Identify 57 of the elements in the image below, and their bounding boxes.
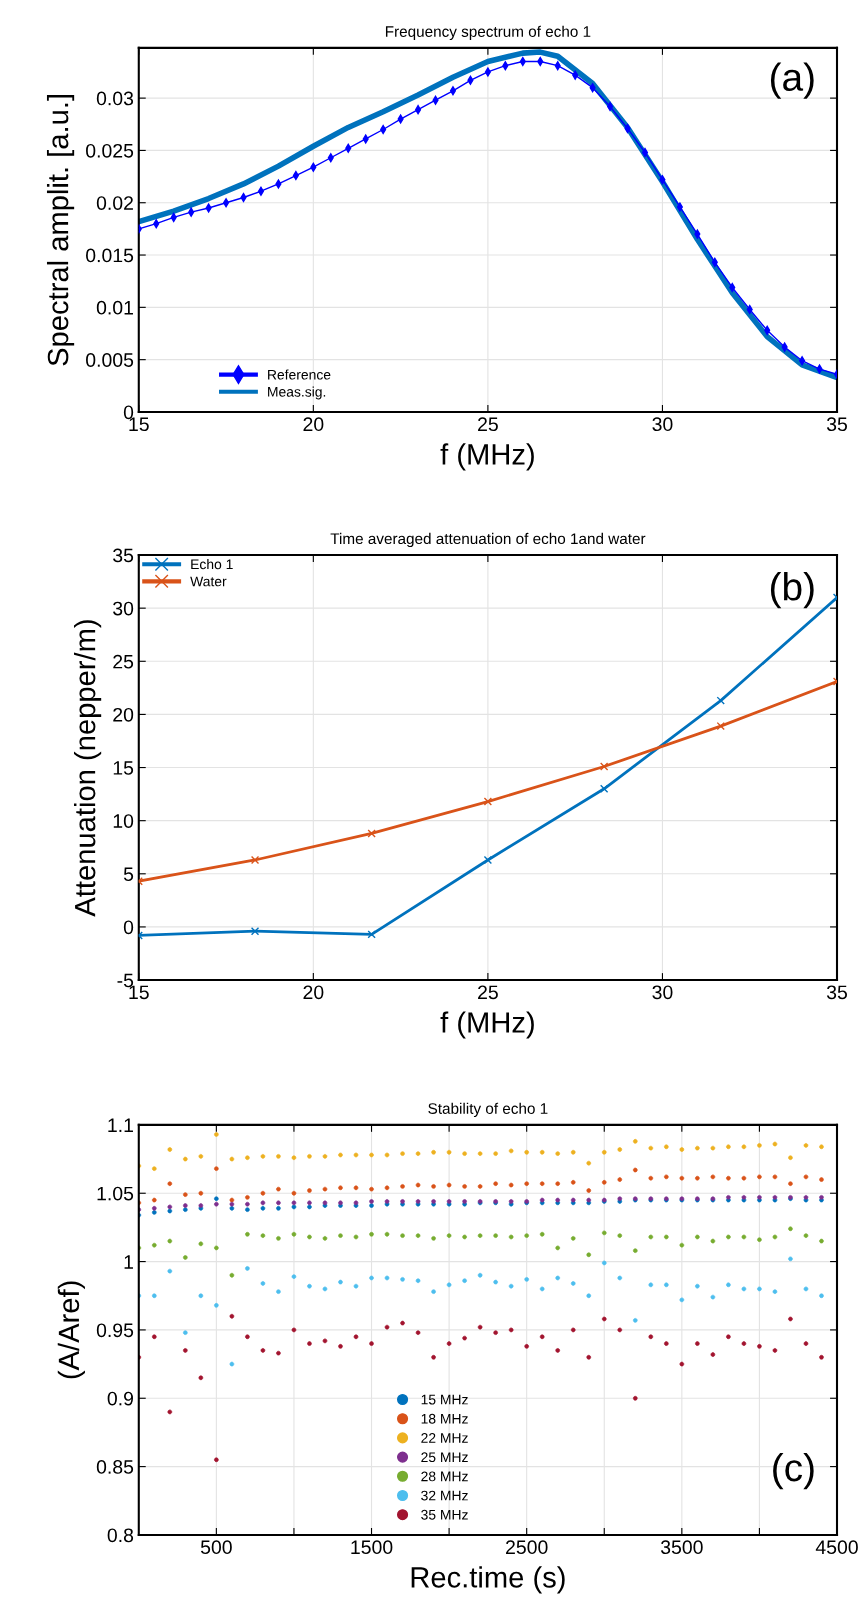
y-tick-label: 30 xyxy=(113,601,134,616)
y-tick-label: 25 xyxy=(113,654,134,669)
x-tick-label: 20 xyxy=(303,985,324,1000)
legend-label: Reference xyxy=(268,369,331,380)
y-tick-label: 15 xyxy=(113,761,134,775)
legend-label: 32 MHz xyxy=(421,1490,468,1501)
y-tick-label: 0.01 xyxy=(96,300,133,315)
x-tick-label: 2500 xyxy=(506,1540,548,1555)
x-tick-label: 30 xyxy=(652,985,673,1000)
y-tick-label: 0.85 xyxy=(96,1460,134,1474)
y-tick-label: 0.02 xyxy=(96,196,133,210)
legend-label: 28 MHz xyxy=(421,1471,468,1482)
legend-label: Echo 1 xyxy=(191,559,233,570)
legend-label: Meas.sig. xyxy=(268,386,326,400)
x-tick-label: 25 xyxy=(478,417,498,432)
x-tick-label: 35 xyxy=(826,417,847,432)
y-tick-label: 35 xyxy=(113,548,134,563)
y-tick-label: 0.95 xyxy=(96,1323,134,1338)
x-tick-label: 20 xyxy=(303,417,324,432)
annotation: (c) xyxy=(773,1452,814,1490)
annotation: (b) xyxy=(770,572,814,609)
x-tick-label: 3500 xyxy=(660,1540,703,1555)
y-tick-label: 10 xyxy=(113,814,134,828)
legend-label: 35 MHz xyxy=(421,1509,468,1520)
legend-label: Water xyxy=(190,576,227,587)
x-tick-label: 35 xyxy=(826,985,847,1000)
y-tick-label: 1.05 xyxy=(97,1186,134,1201)
y-tick-label: 1 xyxy=(124,1255,133,1269)
y-tick-label: 0 xyxy=(123,920,134,935)
chart-title: Time averaged attenuation of echo 1and water xyxy=(330,532,646,548)
chart-title: Frequency spectrum of echo 1 xyxy=(385,25,591,40)
y-tick-label: 0.025 xyxy=(86,143,134,158)
legend-label: 25 MHz xyxy=(421,1452,468,1463)
legend-label: 18 MHz xyxy=(421,1413,468,1424)
x-tick-label: 500 xyxy=(200,1540,232,1555)
x-axis-title: f (MHz) xyxy=(440,1011,534,1039)
y-tick-label: 20 xyxy=(113,707,134,722)
y-axis-title: Spectral amplit. [a.u.] xyxy=(46,95,75,366)
y-tick-label: 1.1 xyxy=(108,1118,133,1132)
x-tick-label: 30 xyxy=(652,417,673,432)
x-tick-label: 4500 xyxy=(815,1540,858,1555)
x-axis-title: Rec.time (s) xyxy=(411,1566,565,1594)
y-axis-title: (A/Aref) xyxy=(57,1281,85,1379)
y-tick-label: 0.9 xyxy=(107,1391,133,1406)
x-axis-title: f (MHz) xyxy=(440,443,534,471)
y-tick-label: 0.8 xyxy=(107,1528,134,1543)
y-tick-label: 5 xyxy=(123,867,134,882)
annotation: (a) xyxy=(770,62,814,99)
chart-title: Stability of echo 1 xyxy=(428,1102,548,1117)
y-tick-label: 0.015 xyxy=(86,248,134,263)
y-tick-label: 0.005 xyxy=(86,353,134,367)
y-tick-label: 0.03 xyxy=(96,91,134,106)
x-tick-label: 25 xyxy=(478,985,498,1000)
legend-label: 15 MHz xyxy=(421,1394,468,1405)
legend-label: 22 MHz xyxy=(421,1433,468,1443)
x-tick-label: 1500 xyxy=(351,1540,393,1555)
y-axis-title: Attenuation (nepper/m) xyxy=(74,620,102,917)
